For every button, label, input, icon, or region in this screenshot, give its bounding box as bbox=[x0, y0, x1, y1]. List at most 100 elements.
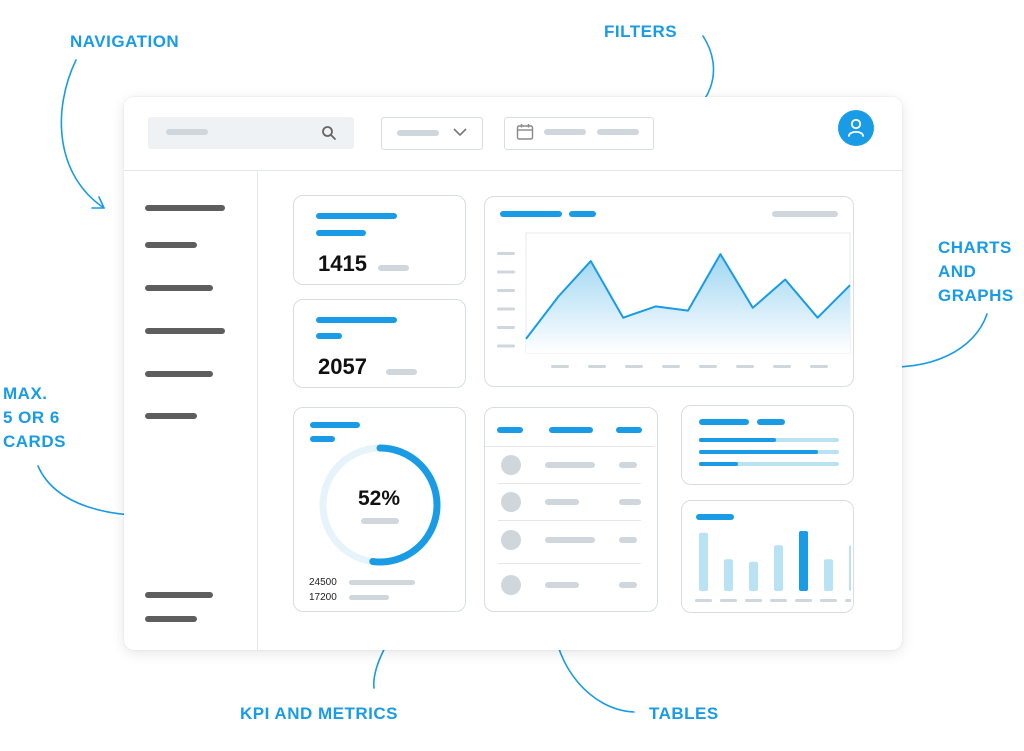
bar-chart-bar bbox=[824, 559, 833, 591]
arrow-navigation bbox=[60, 59, 105, 209]
progress-fill bbox=[699, 438, 776, 442]
sidebar-divider bbox=[257, 171, 258, 650]
table-header-col-1 bbox=[497, 427, 523, 433]
bar-chart-x-tick bbox=[770, 599, 787, 602]
area-chart-x-tick bbox=[625, 365, 643, 368]
area-chart-y-tick bbox=[497, 252, 515, 255]
table-row-divider bbox=[498, 520, 641, 521]
table-row-name bbox=[545, 499, 579, 505]
table-row-avatar bbox=[501, 575, 521, 595]
sidebar-item-3[interactable] bbox=[145, 285, 213, 291]
table-row-value bbox=[619, 537, 637, 543]
search-icon[interactable] bbox=[321, 125, 337, 141]
area-chart-x-tick bbox=[810, 365, 828, 368]
kpi-card-2-subtitle bbox=[316, 333, 342, 339]
table-row[interactable] bbox=[485, 447, 655, 483]
kpi-card-2 bbox=[293, 299, 466, 388]
kpi-card-2-value: 2057 bbox=[318, 354, 367, 379]
progress-fill bbox=[699, 450, 818, 454]
area-chart bbox=[497, 232, 851, 368]
table-row-divider bbox=[498, 483, 641, 484]
donut-progress-arc bbox=[319, 444, 441, 566]
table-row[interactable] bbox=[485, 484, 655, 520]
table-row[interactable] bbox=[485, 565, 655, 603]
area-chart-y-tick bbox=[497, 270, 515, 274]
sidebar-item-6[interactable] bbox=[145, 413, 197, 419]
area-chart-x-tick bbox=[551, 365, 569, 368]
table-row-value bbox=[619, 462, 637, 468]
donut-legend-value-1: 24500 bbox=[309, 577, 337, 588]
table-row-avatar bbox=[501, 530, 521, 550]
donut-card-subtitle bbox=[310, 436, 335, 442]
table-row[interactable] bbox=[485, 521, 655, 559]
table-row-avatar bbox=[501, 455, 521, 475]
kpi-card-1-title bbox=[316, 213, 397, 219]
donut-legend-bar-2 bbox=[349, 595, 389, 600]
calendar-icon[interactable] bbox=[516, 123, 534, 141]
bar-chart-x-tick bbox=[795, 599, 812, 602]
area-chart-y-tick bbox=[497, 326, 515, 329]
annotation-kpi: KPI AND METRICS bbox=[240, 704, 398, 723]
kpi-card-2-title bbox=[316, 317, 397, 323]
area-chart-line bbox=[525, 253, 851, 340]
table-row-avatar bbox=[501, 492, 521, 512]
annotation-tables: TABLES bbox=[649, 704, 719, 723]
bar-chart-x-tick bbox=[720, 599, 737, 602]
progress-card-title bbox=[699, 419, 749, 425]
area-chart-legend bbox=[772, 211, 838, 217]
sidebar-item-5[interactable] bbox=[145, 371, 213, 377]
bar-chart-x-tick bbox=[820, 599, 837, 602]
area-chart-title bbox=[500, 211, 562, 217]
bar-chart-bar bbox=[774, 545, 783, 591]
table-row-value bbox=[619, 499, 641, 505]
sidebar-item-4[interactable] bbox=[145, 328, 225, 334]
donut-legend-bar-1 bbox=[349, 580, 415, 585]
sidebar-item-2[interactable] bbox=[145, 242, 197, 248]
sidebar-footer-item-1[interactable] bbox=[145, 592, 213, 598]
date-end-placeholder bbox=[597, 129, 639, 135]
bar-chart-bar bbox=[799, 531, 808, 591]
donut-sub-label bbox=[361, 518, 399, 524]
table-header-col-3 bbox=[616, 427, 642, 433]
header-divider bbox=[124, 170, 902, 171]
table-row-name bbox=[545, 537, 595, 543]
annotation-charts-line-1: CHARTS bbox=[938, 238, 1012, 257]
table-row-divider bbox=[498, 563, 641, 564]
annotation-charts-line-3: GRAPHS bbox=[938, 286, 1014, 305]
kpi-card-1-subtitle bbox=[316, 230, 366, 236]
annotation-cards-line-3: CARDS bbox=[3, 432, 66, 451]
table-header-col-2 bbox=[549, 427, 593, 433]
bar-chart-bar bbox=[849, 545, 851, 591]
annotation-charts-line-2: AND bbox=[938, 262, 977, 281]
bar-chart-bar bbox=[749, 561, 758, 591]
bar-chart-x-tick bbox=[695, 599, 712, 602]
bar-chart-bar bbox=[724, 559, 733, 591]
area-chart-y-tick bbox=[497, 344, 515, 348]
area-chart-y-tick bbox=[497, 307, 515, 311]
table-row-name bbox=[545, 462, 595, 468]
bar-chart-bar bbox=[699, 532, 708, 591]
area-chart-x-tick bbox=[662, 365, 680, 368]
arrow-navigation-head bbox=[91, 196, 105, 209]
donut-card-title bbox=[310, 422, 360, 428]
donut-legend-value-2: 17200 bbox=[309, 592, 337, 603]
user-icon[interactable] bbox=[846, 117, 866, 139]
annotation-cards: MAX. 5 OR 6 CARDS bbox=[3, 382, 66, 454]
sidebar-footer-item-2[interactable] bbox=[145, 616, 197, 622]
annotation-navigation: NAVIGATION bbox=[70, 32, 180, 51]
dropdown-selected-placeholder bbox=[397, 130, 439, 136]
donut-chart bbox=[319, 444, 441, 566]
chevron-down-icon[interactable] bbox=[453, 127, 467, 137]
kpi-card-1-delta bbox=[378, 265, 409, 271]
area-chart-fill bbox=[526, 254, 850, 353]
area-chart-x-tick bbox=[736, 365, 754, 368]
progress-card bbox=[681, 405, 854, 485]
area-chart-x-tick bbox=[773, 365, 791, 368]
date-start-placeholder bbox=[544, 129, 586, 135]
sidebar-item-1[interactable] bbox=[145, 205, 225, 211]
area-chart-x-tick bbox=[699, 365, 717, 368]
area-chart-title-2 bbox=[569, 211, 596, 217]
annotation-filters: FILTERS bbox=[604, 22, 678, 41]
bar-chart bbox=[695, 531, 851, 602]
table-header-divider bbox=[485, 446, 655, 447]
